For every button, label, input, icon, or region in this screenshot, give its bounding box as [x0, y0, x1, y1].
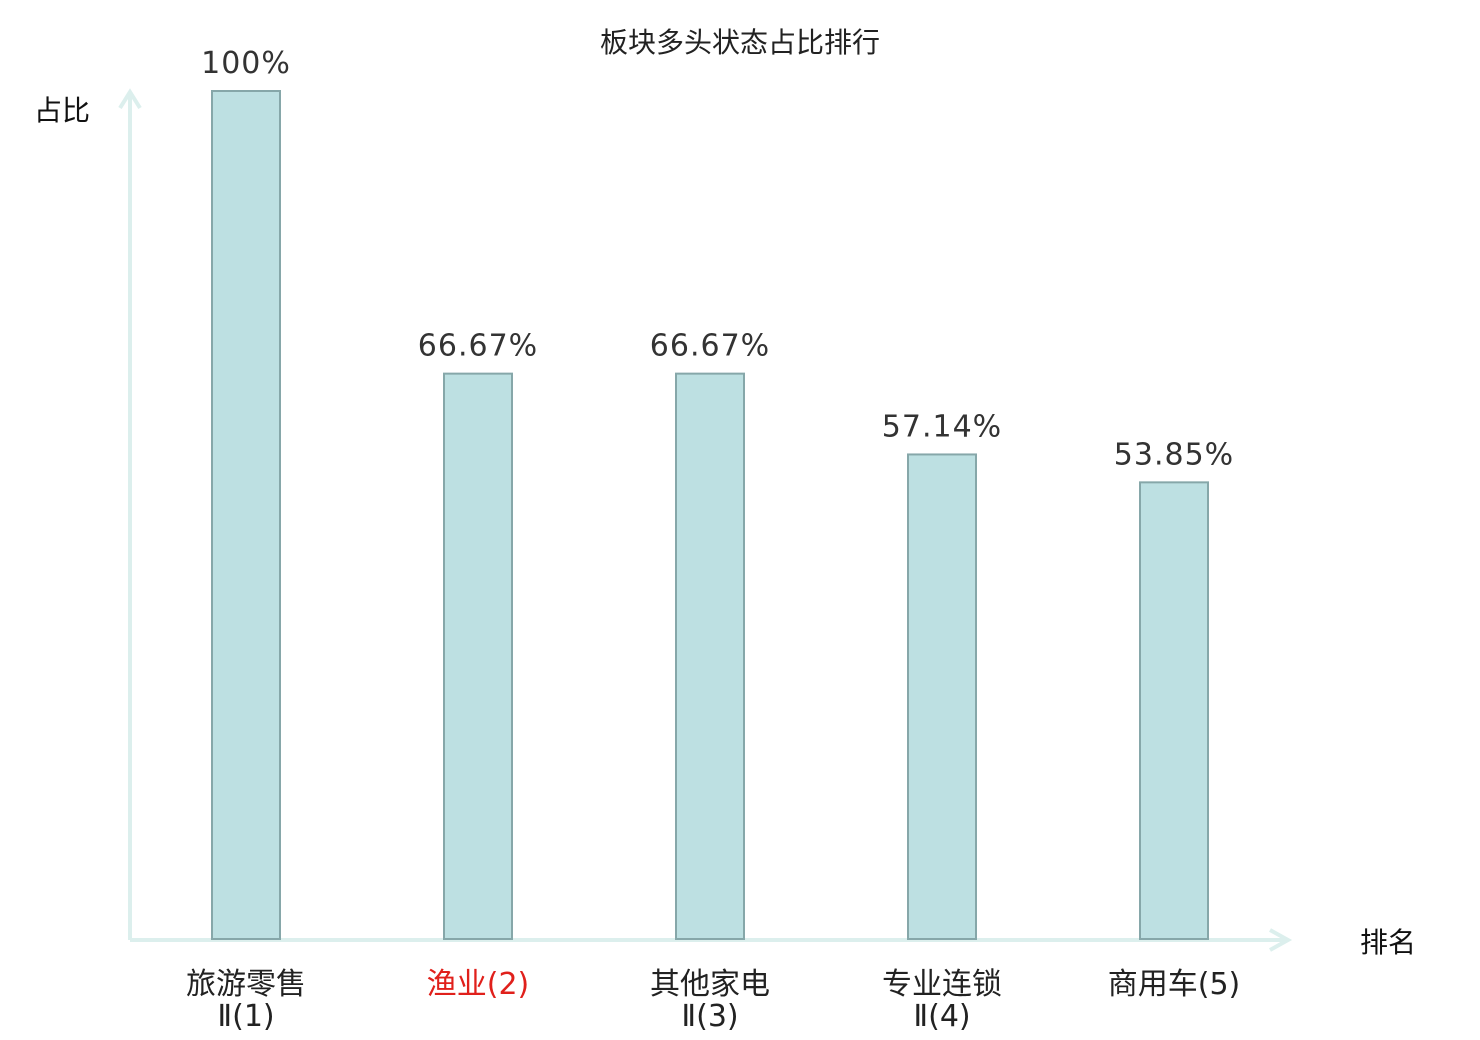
- value-labels-group: 100% 66.67% 66.67% 57.14% 53.85%: [201, 46, 1234, 472]
- category-label-3: 其他家电: [650, 967, 770, 1002]
- value-label-2: 66.67%: [418, 329, 538, 364]
- category-label-3-line2: Ⅱ(3): [681, 999, 738, 1034]
- value-label-1: 100%: [201, 46, 291, 81]
- category-label-1: 旅游零售: [186, 967, 306, 1002]
- bar-4: [907, 453, 977, 940]
- category-label-4-line2: Ⅱ(4): [913, 999, 970, 1034]
- bars-group: [211, 90, 1209, 940]
- x-axis-label: 排名: [1360, 926, 1416, 959]
- category-label-4: 专业连锁: [882, 967, 1002, 1002]
- value-label-4: 57.14%: [882, 409, 1002, 444]
- y-axis-label: 占比: [34, 94, 90, 127]
- category-label-1-line2: Ⅱ(1): [217, 999, 274, 1034]
- category-label-2: 渔业(2): [427, 967, 530, 1002]
- value-label-5: 53.85%: [1114, 437, 1234, 472]
- bar-5: [1139, 481, 1209, 940]
- bar-2: [443, 372, 513, 940]
- y-axis-arrow: [118, 88, 142, 110]
- category-label-5: 商用车(5): [1108, 967, 1241, 1002]
- value-label-3: 66.67%: [650, 329, 770, 364]
- chart-title: 板块多头状态占比排行: [600, 26, 880, 59]
- x-axis-arrow: [1269, 928, 1293, 952]
- bar-3: [675, 372, 745, 940]
- bar-1: [211, 90, 281, 940]
